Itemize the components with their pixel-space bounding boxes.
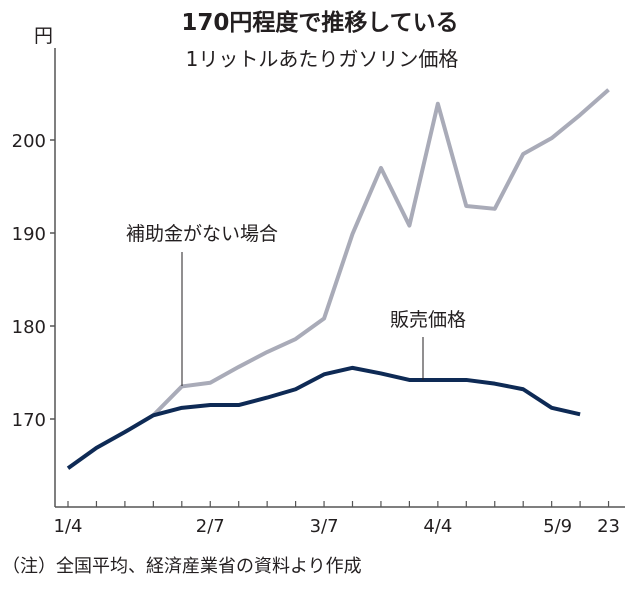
x-tick-label: 23 — [597, 516, 620, 537]
chart-note: （注）全国平均、経済産業省の資料より作成 — [2, 556, 362, 577]
x-tick-label: 4/4 — [423, 516, 452, 537]
series-line-0 — [153, 90, 608, 416]
y-tick-label: 170 — [12, 410, 46, 431]
series-line-1 — [68, 368, 580, 468]
y-tick-label: 190 — [12, 224, 46, 245]
annotation-sales-price: 販売価格 — [390, 309, 466, 331]
x-tick-label: 3/7 — [310, 516, 339, 537]
x-tick-label: 5/9 — [543, 516, 572, 537]
chart-title: 170円程度で推移している — [181, 9, 458, 36]
x-tick-label: 1/4 — [54, 516, 83, 537]
x-tick-label: 2/7 — [196, 516, 225, 537]
chart-subtitle: 1リットルあたりガソリン価格 — [186, 47, 459, 71]
y-tick-label: 180 — [12, 317, 46, 338]
y-axis-unit: 円 — [34, 25, 53, 47]
annotation-no-subsidy: 補助金がない場合 — [126, 223, 278, 245]
y-tick-label: 200 — [12, 131, 46, 152]
